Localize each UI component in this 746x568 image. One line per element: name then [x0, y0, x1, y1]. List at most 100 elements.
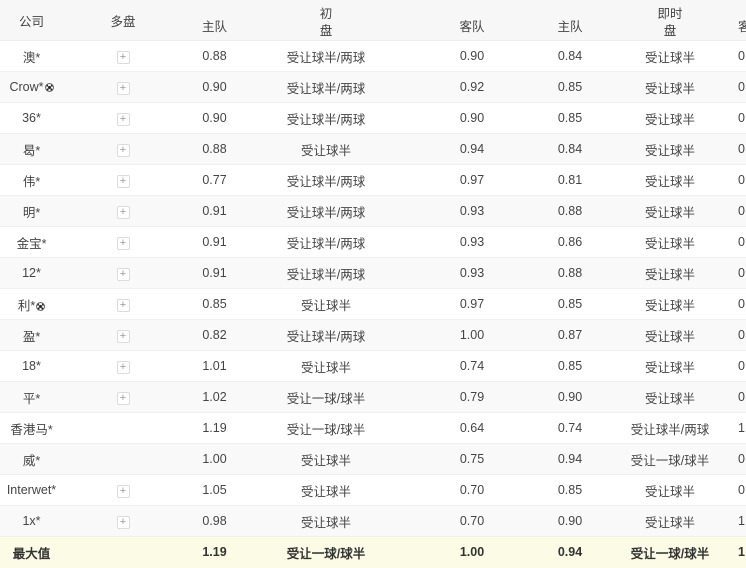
cell-live-home-odds[interactable]: 0.87 [538, 319, 602, 351]
cell-multi-handicap[interactable]: + [63, 164, 183, 196]
table-row[interactable]: 平* +1.02 受让一球/球半 0.79 0.90 受让球半 0 [0, 381, 746, 413]
column-header-company[interactable]: 公司 [0, 0, 63, 41]
cell-company[interactable]: 香港马* [0, 412, 63, 444]
cell-initial-handicap[interactable]: 受让球半/两球 [246, 71, 406, 103]
table-row[interactable]: 盈* +0.82 受让球半/两球 1.00 0.87 受让球半 0 [0, 319, 746, 351]
cell-live-away-odds[interactable]: 0 [738, 133, 746, 165]
cell-live-away-odds[interactable]: 0 [738, 71, 746, 103]
column-header-multi-handicap[interactable]: 多盘 [63, 0, 183, 41]
cell-initial-away-odds[interactable]: 0.97 [406, 164, 538, 196]
cell-initial-away-odds[interactable]: 0.92 [406, 71, 538, 103]
cell-live-home-odds[interactable]: 0.84 [538, 133, 602, 165]
column-header-live-home[interactable]: 主队 [538, 0, 602, 41]
cell-company[interactable]: 明* [0, 195, 63, 227]
cell-live-home-odds[interactable]: 0.74 [538, 412, 602, 444]
cell-live-away-odds[interactable]: 1 [738, 412, 746, 444]
cell-initial-home-odds[interactable]: 1.19 [202, 545, 227, 560]
cell-initial-home-odds[interactable]: 0.91 [183, 257, 246, 289]
cell-initial-handicap[interactable]: 受让球半 [246, 443, 406, 475]
cell-initial-away-odds[interactable]: 0.94 [406, 133, 538, 165]
cell-live-away-odds[interactable]: 1 [738, 545, 745, 560]
expand-handicaps-button[interactable]: + [116, 205, 130, 219]
cell-initial-handicap[interactable]: 受让球半/两球 [246, 164, 406, 196]
cell-live-away-odds[interactable]: 0 [738, 319, 746, 351]
cell-initial-home-odds[interactable]: 0.82 [183, 319, 246, 351]
cell-initial-handicap[interactable]: 受让球半 [246, 474, 406, 506]
column-header-live-away[interactable]: 客 [738, 0, 746, 41]
cell-initial-handicap[interactable]: 受让球半/两球 [246, 257, 406, 289]
expand-handicaps-button[interactable]: + [116, 143, 130, 157]
cell-initial-handicap[interactable]: 受让一球/球半 [246, 412, 406, 444]
cell-live-away-odds[interactable]: 0 [738, 102, 746, 134]
cell-multi-handicap[interactable]: + [63, 195, 183, 227]
cell-live-home-odds[interactable]: 0.86 [538, 226, 602, 258]
cell-live-home-odds[interactable]: 0.85 [538, 288, 602, 320]
table-row[interactable]: 1x* +0.98 受让球半 0.70 0.90 受让球半 1 [0, 505, 746, 537]
cell-multi-handicap[interactable]: + [63, 102, 183, 134]
expand-handicaps-button[interactable]: + [116, 81, 130, 95]
cell-initial-home-odds[interactable]: 0.91 [183, 226, 246, 258]
cell-live-home-odds[interactable]: 0.85 [538, 350, 602, 382]
cell-initial-home-odds[interactable]: 0.90 [183, 71, 246, 103]
cell-live-handicap[interactable]: 受让球半 [602, 195, 738, 227]
cell-initial-home-odds[interactable]: 1.19 [183, 412, 246, 444]
cell-initial-home-odds[interactable]: 1.00 [183, 443, 246, 475]
cell-initial-home-odds[interactable]: 1.05 [183, 474, 246, 506]
cell-company[interactable]: 平* [0, 381, 63, 413]
cell-live-handicap[interactable]: 受让球半 [602, 226, 738, 258]
expand-handicaps-button[interactable]: + [116, 391, 130, 405]
cell-live-handicap[interactable]: 受让球半 [602, 474, 738, 506]
expand-handicaps-button[interactable]: + [116, 112, 130, 126]
cell-live-handicap[interactable]: 受让球半 [602, 257, 738, 289]
table-row[interactable]: 威* 1.00 受让球半 0.75 0.94 受让一球/球半 0 [0, 443, 746, 475]
expand-handicaps-button[interactable]: + [116, 329, 130, 343]
expand-handicaps-button[interactable]: + [116, 360, 130, 374]
cell-multi-handicap[interactable]: + [63, 381, 183, 413]
cell-company[interactable]: 澳* [0, 40, 63, 72]
column-header-live-handicap[interactable]: 即时 盘 [602, 0, 738, 41]
cell-live-handicap[interactable]: 受让球半 [602, 164, 738, 196]
cell-live-handicap[interactable]: 受让球半 [602, 71, 738, 103]
cell-live-home-odds[interactable]: 0.84 [538, 40, 602, 72]
cell-live-handicap[interactable]: 受让球半 [602, 381, 738, 413]
cell-initial-handicap[interactable]: 受让球半 [246, 350, 406, 382]
cell-initial-away-odds[interactable]: 1.00 [459, 545, 485, 560]
expand-handicaps-button[interactable]: + [116, 236, 130, 250]
table-row[interactable]: 澳* +0.88 受让球半/两球 0.90 0.84 受让球半 0 [0, 40, 746, 72]
table-row[interactable]: 曷* +0.88 受让球半 0.94 0.84 受让球半 0 [0, 133, 746, 165]
cell-initial-handicap[interactable]: 受让球半 [246, 133, 406, 165]
cell-initial-away-odds[interactable]: 0.93 [406, 257, 538, 289]
cell-initial-handicap[interactable]: 受让球半/两球 [246, 226, 406, 258]
table-row[interactable]: 18* +1.01 受让球半 0.74 0.85 受让球半 0 [0, 350, 746, 382]
cell-company[interactable]: 曷* [0, 133, 63, 165]
cell-live-handicap[interactable]: 受让球半 [602, 350, 738, 382]
cell-company[interactable]: 12* [0, 257, 63, 289]
cell-live-home-odds[interactable]: 0.85 [538, 102, 602, 134]
cell-multi-handicap[interactable]: + [63, 226, 183, 258]
expand-handicaps-button[interactable]: + [116, 174, 130, 188]
cell-live-away-odds[interactable]: 0 [738, 350, 746, 382]
cell-multi-handicap[interactable]: + [63, 133, 183, 165]
cell-initial-home-odds[interactable]: 0.88 [183, 40, 246, 72]
cell-live-handicap[interactable]: 受让一球/球半 [602, 443, 738, 475]
cell-initial-home-odds[interactable]: 0.77 [183, 164, 246, 196]
cell-initial-home-odds[interactable]: 0.98 [183, 505, 246, 537]
cell-initial-away-odds[interactable]: 0.90 [406, 40, 538, 72]
cell-live-away-odds[interactable]: 0 [738, 40, 746, 72]
cell-initial-handicap[interactable]: 受让球半 [246, 505, 406, 537]
table-row[interactable]: Crow* +0.90 受让球半/两球 0.92 0.85 受让球半 0 [0, 71, 746, 103]
cell-live-handicap[interactable]: 受让球半 [602, 102, 738, 134]
expand-handicaps-button[interactable]: + [116, 515, 130, 529]
cell-live-home-odds[interactable]: 0.85 [538, 71, 602, 103]
cell-multi-handicap[interactable]: + [63, 505, 183, 537]
cell-initial-home-odds[interactable]: 0.85 [183, 288, 246, 320]
cell-live-handicap[interactable]: 受让球半 [602, 40, 738, 72]
cell-initial-handicap[interactable]: 受让球半/两球 [246, 40, 406, 72]
cell-initial-away-odds[interactable]: 0.93 [406, 226, 538, 258]
cell-multi-handicap[interactable]: + [63, 319, 183, 351]
cell-company[interactable]: 威* [0, 443, 63, 475]
cell-initial-handicap[interactable]: 受让球半/两球 [246, 319, 406, 351]
cell-company[interactable]: 18* [0, 350, 63, 382]
table-row[interactable]: 12* +0.91 受让球半/两球 0.93 0.88 受让球半 0 [0, 257, 746, 289]
cell-live-away-odds[interactable]: 0 [738, 226, 746, 258]
